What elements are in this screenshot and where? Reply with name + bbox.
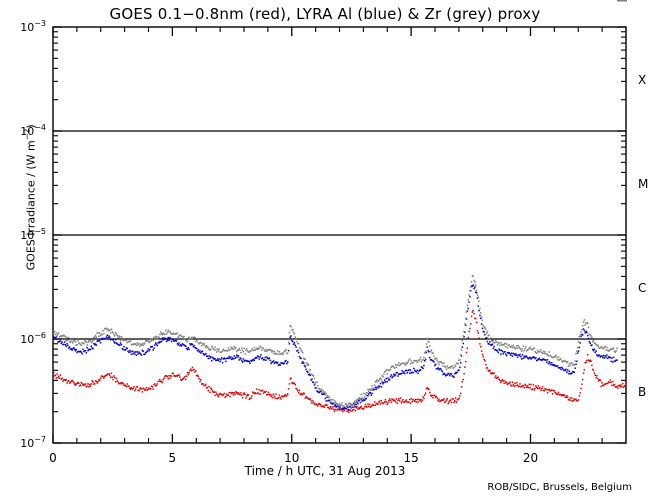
chart-title: GOES 0.1−0.8nm (red), LYRA Al (blue) & Z… <box>109 5 541 23</box>
series-goes <box>53 309 627 413</box>
y-tick-label: 10−5 <box>20 227 46 242</box>
credit-text: ROB/SIDC, Brussels, Belgium <box>487 482 632 493</box>
flare-class-label-X: X <box>638 73 646 87</box>
y-tick-label: 10−7 <box>20 435 46 450</box>
flare-class-label-M: M <box>638 177 648 191</box>
x-tick-label: 15 <box>403 451 418 465</box>
x-axis-label: Time / h UTC, 31 Aug 2013 <box>244 464 406 478</box>
x-tick-label: 20 <box>523 451 538 465</box>
flare-class-label-B: B <box>638 385 646 399</box>
series-zr <box>53 0 627 408</box>
y-tick-label: 10−6 <box>20 331 46 346</box>
x-tick-label: 0 <box>49 451 57 465</box>
x-tick-label: 5 <box>169 451 177 465</box>
x-tick-label: 10 <box>284 451 299 465</box>
flare-class-label-C: C <box>638 281 646 295</box>
series-lyra-al <box>53 0 627 411</box>
y-tick-label: 10−3 <box>20 19 46 34</box>
y-tick-label: 10−4 <box>20 123 46 138</box>
